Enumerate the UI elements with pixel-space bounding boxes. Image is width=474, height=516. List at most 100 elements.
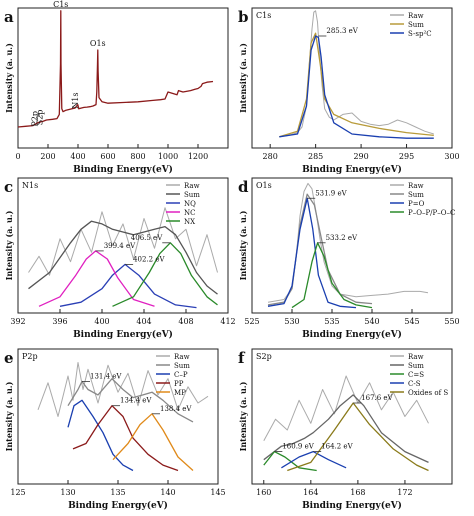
x-tick-label: 408	[178, 317, 193, 326]
series-line-survey	[18, 10, 214, 128]
legend-entry: NQ	[184, 200, 196, 208]
panel-letter: c	[4, 178, 13, 196]
annotation-label: 138.4 eV	[160, 405, 192, 413]
x-tick-label: 164	[303, 488, 318, 497]
series-line-sum	[263, 394, 429, 463]
series-line-raw	[28, 207, 218, 276]
panel-title: P2p	[22, 352, 38, 361]
plot-frame	[251, 348, 453, 485]
series-line-raw	[263, 375, 429, 442]
plot-frame	[251, 177, 453, 314]
annotation-label: 160.9 eV	[282, 443, 314, 451]
legend-entry: PP	[174, 380, 184, 388]
legend-entry: S-sp²C	[408, 30, 432, 38]
panel-letter: e	[4, 349, 14, 367]
plot-frame	[251, 7, 453, 149]
panel-letter: f	[238, 349, 246, 367]
x-tick-label: 550	[444, 317, 459, 326]
series-line-p-o-p-p-o-c	[291, 242, 373, 309]
x-tick-label: 535	[324, 317, 339, 326]
y-axis-label: Intensity (a. u.)	[4, 210, 14, 280]
x-tick-label: 400	[70, 152, 85, 161]
x-tick-label: 285	[308, 152, 323, 161]
series-line-oxides-of-s	[287, 402, 429, 472]
series-line-sum	[279, 32, 434, 138]
series-line-nx	[112, 242, 218, 307]
x-tick-label: 545	[404, 317, 419, 326]
panel-f: 160 164 168 172 Binding Energy(eV) Intensity …	[238, 348, 453, 511]
x-tick-label: 140	[160, 488, 175, 497]
x-tick-label: 1200	[188, 152, 208, 161]
x-tick-label: 130	[60, 488, 75, 497]
x-tick-label: 1000	[158, 152, 178, 161]
x-tick-label: 135	[110, 488, 125, 497]
legend-entry: Sum	[174, 362, 190, 370]
x-tick-label: 396	[52, 317, 67, 326]
panel-title: S2p	[256, 352, 272, 361]
panel-e: 125 130 135 140 145 Binding Energy(eV) Intensi…	[4, 348, 226, 511]
series-group	[267, 182, 429, 309]
series-group	[279, 10, 434, 139]
annotation-label: 533.2 eV	[326, 234, 358, 242]
x-axis-label: Binding Energy(eV)	[302, 500, 402, 511]
series-line-sum	[28, 220, 218, 295]
legend-entry: P=O	[408, 200, 425, 208]
x-tick-label: 280	[263, 152, 278, 161]
x-tick-label: 392	[10, 317, 25, 326]
annotation-label: P2p	[31, 111, 40, 127]
series-line-pp	[72, 405, 179, 472]
x-axis-label: Binding Energy(eV)	[73, 164, 173, 175]
panel-letter: b	[238, 8, 249, 26]
series-line-c-s	[263, 450, 317, 472]
legend-entry: C-S	[408, 380, 421, 388]
annotation-label: 131.4 eV	[90, 372, 122, 380]
x-tick-label: 160	[256, 488, 271, 497]
x-tick-label: 295	[399, 152, 414, 161]
series-group	[263, 375, 429, 472]
legend-entry: Oxides of S	[408, 389, 448, 397]
y-axis-label: Intensity (a. u.)	[238, 381, 248, 451]
legend-entry: NC	[184, 209, 195, 217]
series-line-s-sp-c	[279, 35, 434, 139]
x-tick-label: 530	[284, 317, 299, 326]
annotation-label: S2p	[36, 110, 45, 126]
legend-entry: Raw	[408, 182, 424, 190]
legend-entry: NX	[184, 218, 195, 226]
x-axis-label: Binding Energy(eV)	[302, 164, 402, 175]
legend-entry: Raw	[184, 182, 200, 190]
legend-entry: C–P	[174, 371, 188, 379]
x-tick-label: 172	[397, 488, 412, 497]
series-line-raw	[37, 362, 209, 417]
x-tick-label: 600	[100, 152, 115, 161]
annotation-label: 406.5 eV	[131, 234, 163, 242]
panel-letter: a	[4, 8, 14, 26]
x-tick-label: 404	[136, 317, 151, 326]
annotation-label: 164.2 eV	[321, 443, 353, 451]
x-tick-label: 800	[130, 152, 145, 161]
annotation-label: O1s	[90, 39, 106, 48]
x-tick-label: 290	[353, 152, 368, 161]
y-axis-label: Intensity (a. u.)	[4, 43, 14, 113]
annotation-label: 167.6 eV	[361, 394, 393, 402]
x-tick-label: 400	[94, 317, 109, 326]
annotation-label: 531.9 eV	[315, 189, 347, 197]
x-tick-label: 0	[15, 152, 20, 161]
plot-frame	[17, 177, 229, 314]
x-tick-label: 540	[364, 317, 379, 326]
panel-d: 525 530 535 540 545 550 Binding Energy(eV) Inte…	[238, 177, 460, 340]
y-axis-label: Intensity (a. u.)	[238, 43, 248, 113]
plot-frame	[17, 7, 229, 149]
x-tick-label: 145	[210, 488, 225, 497]
legend-entry: Raw	[408, 12, 424, 20]
legend-entry: C=S	[408, 371, 424, 379]
legend-entry: Sum	[408, 191, 424, 199]
series-group	[18, 10, 214, 128]
annotation-label: 134.4 eV	[120, 397, 152, 405]
legend-entry: Raw	[408, 353, 424, 361]
legend-entry: Sum	[408, 362, 424, 370]
panel-a: 0 200 400 600 800 1000 1200 Binding Energy(eV) I…	[4, 0, 229, 175]
series-line-c-s	[281, 450, 347, 469]
panel-title: N1s	[22, 181, 38, 190]
x-tick-label: 412	[220, 317, 235, 326]
x-tick-label: 125	[10, 488, 25, 497]
